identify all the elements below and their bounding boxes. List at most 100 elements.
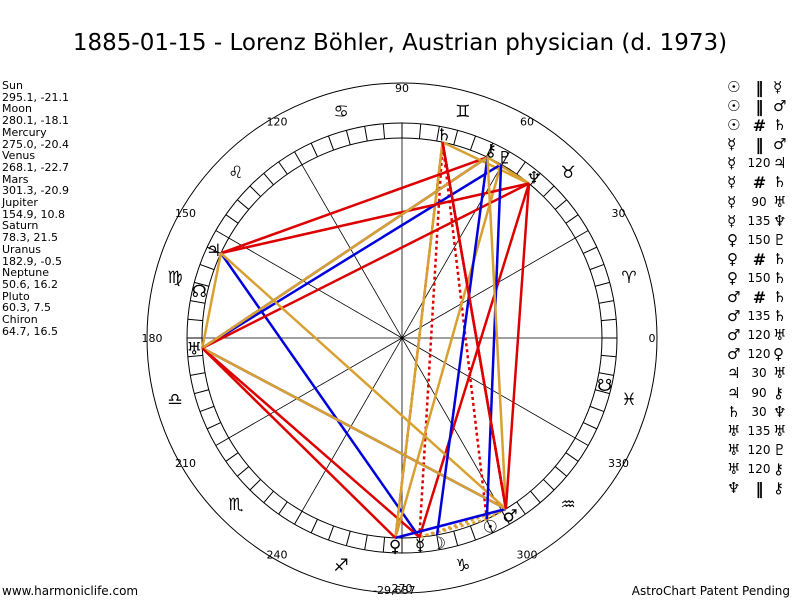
degree-tick <box>249 185 261 197</box>
aspect-row: ☿ 90 ♅ <box>727 193 799 212</box>
degree-label: 270 <box>392 582 413 595</box>
degree-tick <box>436 126 440 142</box>
aspect-second-glyph: ♅ <box>773 421 787 440</box>
planet-name-neptune: Neptune <box>2 266 50 280</box>
aspect-first-glyph: ☿ <box>727 154 737 173</box>
planet-glyph-pluto: ♇ <box>497 148 512 168</box>
degree-label: 240 <box>267 549 288 562</box>
aspect-row: ♂ # ♄ <box>727 288 799 307</box>
aspect-row: ♂ 135 ♄ <box>727 307 799 326</box>
lunar-node-icon: ☊ <box>192 282 207 302</box>
planet-glyph-chiron: ⚷ <box>485 141 497 161</box>
degree-tick <box>418 123 422 139</box>
aspect-type: 90 <box>751 194 767 209</box>
aspect-row: ♆ ‖ ⚷ <box>727 479 799 498</box>
degree-tick <box>595 281 610 287</box>
degree-tick <box>215 437 230 446</box>
aspect-line <box>418 183 531 538</box>
aspect-row: ☿ # ♄ <box>727 173 799 192</box>
degree-tick <box>565 214 579 224</box>
aspect-second-glyph: ♅ <box>773 326 787 345</box>
aspect-first-glyph: ♂ <box>727 326 741 345</box>
aspect-line <box>220 182 530 255</box>
aspect-type: 135 <box>747 213 771 228</box>
aspect-first-glyph: ♄ <box>727 402 741 421</box>
degree-label: 60 <box>520 115 534 128</box>
sign-glyphs: ♈ ♉ ♊ ♋ ♌ ♍ ♎ ♏ ♐ ♑ ♒ ♓ <box>167 102 636 576</box>
degree-tick <box>530 490 541 504</box>
aspect-line <box>201 347 507 510</box>
zodiac-sign-icon: ♏ <box>228 495 243 515</box>
aspect-second-glyph: ♅ <box>773 364 787 383</box>
degree-tick <box>236 466 250 477</box>
house-axis-line <box>228 237 576 439</box>
aspect-type: # <box>752 116 766 136</box>
degree-tick <box>382 537 386 553</box>
aspect-row: ♅ 135 ♅ <box>727 422 799 441</box>
aspect-line <box>201 347 421 539</box>
degree-tick <box>583 422 598 430</box>
zodiac-sign-icon: ♒ <box>561 495 576 515</box>
degree-tick <box>486 142 494 157</box>
aspect-type: ‖ <box>755 78 764 97</box>
degree-label: 120 <box>267 115 288 128</box>
aspect-row: ♀ 150 ♇ <box>727 231 799 250</box>
aspect-line <box>394 142 444 539</box>
aspect-type: 30 <box>751 404 767 419</box>
degree-tick <box>278 501 288 515</box>
aspect-first-glyph: ☿ <box>727 211 737 230</box>
aspect-row: ♂ 120 ♀ <box>727 345 799 364</box>
aspect-first-glyph: ☉ <box>727 97 741 116</box>
zodiac-sign-icon: ♌ <box>228 163 243 183</box>
planet-name-chiron: Chiron <box>2 313 38 327</box>
degree-tick <box>364 126 368 142</box>
degree-tick <box>345 130 351 145</box>
aspect-second-glyph: ♄ <box>773 288 787 307</box>
aspect-type: ‖ <box>755 97 764 117</box>
outer-circle <box>146 82 658 594</box>
aspect-first-glyph: ♂ <box>727 307 741 326</box>
degree-tick <box>249 479 261 491</box>
aspect-second-glyph: ♄ <box>773 173 787 192</box>
degree-tick <box>187 354 203 358</box>
degree-tick <box>294 510 303 525</box>
degree-tick <box>263 172 274 186</box>
degree-tick <box>278 161 288 175</box>
degree-tick <box>543 185 555 197</box>
degree-label: 30 <box>612 207 626 220</box>
aspect-type: 150 <box>747 270 771 285</box>
planet-position-venus: 268.1, -22.7 <box>2 160 69 174</box>
aspect-row: ♄ 30 ♆ <box>727 403 799 422</box>
planet-position-mars: 301.3, -20.9 <box>2 184 69 198</box>
aspect-line <box>201 182 530 350</box>
aspect-row: ♃ 30 ♅ <box>727 364 799 383</box>
aspect-second-glyph: ♅ <box>773 192 787 211</box>
aspect-type: 30 <box>751 366 767 381</box>
degree-tick <box>565 452 579 462</box>
degree-tick <box>469 525 477 541</box>
aspect-row: ♅ 120 ⚷ <box>727 460 799 479</box>
degree-tick <box>187 318 203 322</box>
degree-tick <box>554 199 568 210</box>
aspect-line <box>201 252 223 349</box>
degree-label: 180 <box>142 332 163 345</box>
aspect-first-glyph: ♃ <box>727 364 741 383</box>
degree-tick <box>601 318 617 322</box>
aspect-second-glyph: ♂ <box>773 135 787 154</box>
degree-label: 300 <box>517 549 538 562</box>
planet-position-saturn: 78.3, 21.5 <box>2 231 58 245</box>
aspect-second-glyph: ♂ <box>773 97 787 116</box>
planet-position-moon: 280.1, -18.1 <box>2 114 69 128</box>
aspect-first-glyph: ♆ <box>727 478 741 497</box>
planet-glyph-moon: ☽ <box>431 534 446 554</box>
degree-tick <box>598 300 614 304</box>
zodiac-sign-icon: ♎ <box>167 390 182 410</box>
planet-positions-list: Sun 295.1, -21.1 Moon 280.1, -18.1 Mercury 27… <box>2 80 69 337</box>
planet-position-chiron: 64.7, 16.5 <box>2 324 58 338</box>
degree-tick <box>327 525 335 541</box>
degree-tick <box>310 142 318 157</box>
planet-position-sun: 295.1, -21.1 <box>2 90 69 104</box>
aspect-second-glyph: ♄ <box>773 116 787 135</box>
degree-tick <box>601 354 617 358</box>
